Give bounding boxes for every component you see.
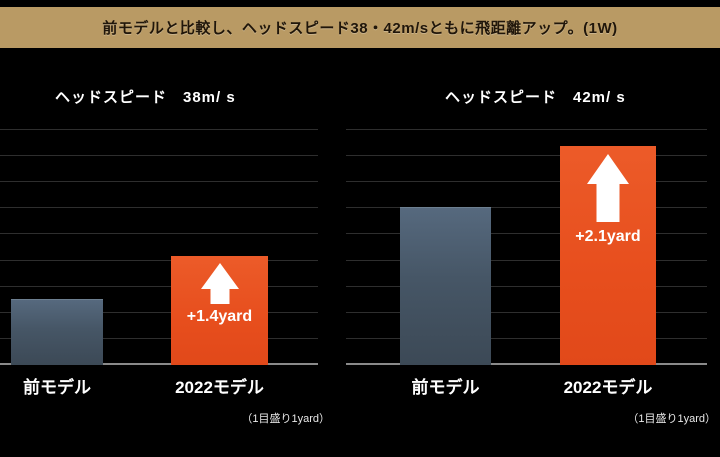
gridline: [346, 207, 707, 209]
category-label-2022: 2022モデル: [563, 378, 653, 397]
bar-prev-model: 前モデル: [400, 207, 491, 397]
bar-2022-model: +1.4yard 2022モデル: [171, 256, 268, 397]
up-arrow-icon: [200, 263, 239, 305]
bar-2022-model: +2.1yard 2022モデル: [560, 145, 656, 397]
category-label-prev: 前モデル: [411, 378, 480, 397]
up-arrow-icon: [587, 153, 629, 222]
gridline: [346, 337, 707, 339]
gridline: [346, 259, 707, 261]
category-label-prev: 前モデル: [23, 378, 91, 397]
x-axis-line: [0, 363, 318, 365]
gridline: [0, 129, 318, 130]
gridline: [0, 207, 318, 209]
gridline: [0, 337, 318, 339]
scale-note: （1目盛り1yard）: [627, 413, 716, 425]
gridline: [346, 181, 707, 183]
gridline: [0, 233, 318, 235]
header-text: 前モデルと比較し、ヘッドスピード38・42m/sともに飛距離アップ。(1W): [102, 20, 618, 37]
gridline: [346, 129, 707, 130]
chart-title-42: ヘッドスピード 42m/ s: [445, 89, 626, 106]
gridline: [0, 259, 318, 261]
plot-area-42: 前モデル +2.1yard 2022モデル: [346, 129, 707, 397]
gridline: [0, 181, 318, 183]
gridline: [346, 311, 707, 313]
x-axis-line: [346, 363, 707, 365]
header-banner: 前モデルと比較し、ヘッドスピード38・42m/sともに飛距離アップ。(1W): [0, 7, 720, 48]
gridline: [0, 285, 318, 287]
gridline: [0, 155, 318, 157]
category-label-2022: 2022モデル: [175, 378, 264, 397]
gridline: [346, 155, 707, 157]
gridline: [0, 311, 318, 313]
gain-label: +1.4yard: [186, 308, 253, 326]
gridline: [346, 233, 707, 235]
plot-area-38: 前モデル +1.4yard 2022モデル: [0, 129, 318, 397]
scale-note: （1目盛り1yard）: [241, 413, 330, 425]
gain-label: +2.1yard: [575, 227, 641, 245]
bar-prev-model: 前モデル: [11, 298, 103, 397]
chart-title-38: ヘッドスピード 38m/ s: [55, 89, 236, 106]
gridline: [346, 285, 707, 287]
